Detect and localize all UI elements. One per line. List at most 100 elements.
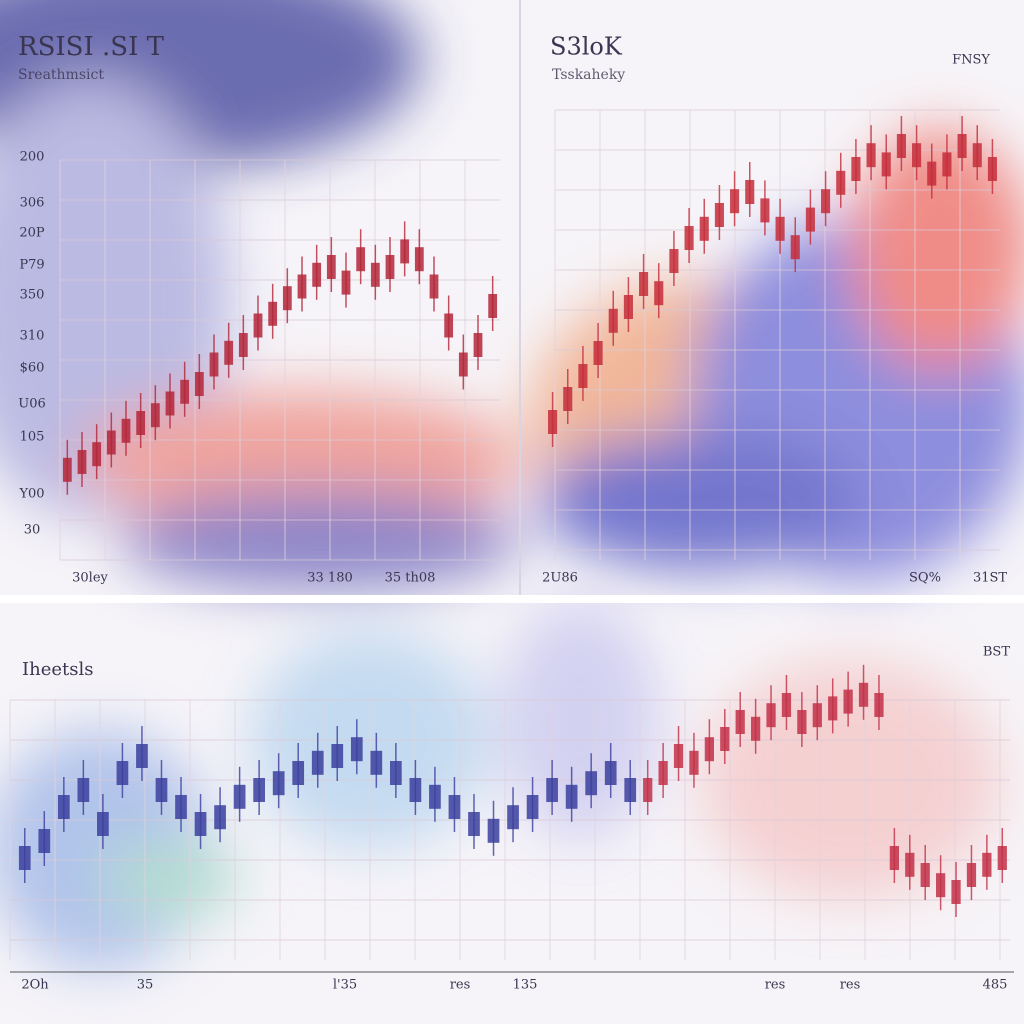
- annotation: FNSY: [952, 53, 990, 68]
- candle-body: [448, 795, 461, 819]
- x-tick-label: SQ%: [909, 571, 941, 586]
- candle-body: [272, 771, 285, 796]
- candle-body: [238, 333, 248, 357]
- candle-body: [429, 784, 441, 809]
- candle-body: [546, 778, 558, 802]
- candle-body: [233, 784, 246, 809]
- candle-body: [526, 795, 539, 819]
- candle-body: [150, 403, 160, 428]
- x-tick-label: res: [450, 978, 471, 993]
- candle-body: [214, 805, 226, 830]
- candle-body: [458, 352, 468, 377]
- candle-body: [390, 761, 402, 785]
- candle-body: [429, 274, 439, 299]
- candle-body: [473, 333, 483, 357]
- candle-body: [97, 812, 109, 836]
- candle-body: [121, 418, 131, 443]
- candle-body: [889, 846, 899, 870]
- candle-body: [253, 313, 263, 338]
- x-tick-label: res: [840, 978, 861, 993]
- candle-body: [106, 430, 116, 455]
- candle-body: [623, 295, 633, 319]
- candle-body: [936, 873, 946, 898]
- candle-body: [444, 313, 454, 338]
- candle-body: [812, 703, 822, 728]
- candle-body: [400, 239, 410, 264]
- candle-body: [370, 750, 383, 775]
- x-tick-label: l'35: [333, 978, 357, 993]
- candle-body: [730, 189, 740, 214]
- candle-body: [194, 812, 207, 836]
- chart-title: S3loK: [550, 33, 623, 61]
- chart-title: RSISI .SI T: [18, 32, 165, 62]
- candle-body: [881, 152, 891, 177]
- candle-body: [311, 750, 324, 775]
- candle-body: [920, 863, 930, 887]
- candle-body: [563, 387, 573, 411]
- candle-body: [987, 157, 997, 181]
- candle-body: [912, 143, 922, 168]
- candle-body: [297, 274, 307, 299]
- x-tick-label: 33 180: [307, 571, 353, 586]
- y-tick-label: U06: [18, 397, 46, 412]
- candle-body: [624, 778, 637, 802]
- x-tick-label: 35: [137, 978, 154, 993]
- candle-body: [858, 682, 869, 707]
- candle-body: [487, 818, 500, 843]
- candle-body: [155, 778, 168, 802]
- candle-body: [77, 450, 87, 474]
- y-tick-label: Y00: [18, 487, 44, 502]
- candle-body: [224, 340, 234, 365]
- candle-body: [805, 207, 815, 232]
- candle-body: [180, 379, 190, 404]
- candle-body: [565, 784, 578, 809]
- candle-body: [507, 805, 519, 830]
- candle-body: [488, 294, 498, 318]
- candle-body: [997, 846, 1007, 870]
- candle-body: [194, 372, 204, 396]
- candle-body: [951, 880, 961, 904]
- candle-body: [136, 411, 146, 435]
- candle-body: [927, 161, 937, 186]
- candle-body: [790, 235, 800, 260]
- candle-body: [585, 771, 598, 796]
- candle-body: [209, 352, 219, 377]
- chart-subtitle: Tsskaheky: [552, 67, 625, 83]
- candle-body: [414, 247, 424, 272]
- candle-body: [866, 143, 876, 168]
- candle-body: [253, 778, 265, 802]
- y-tick-label: 310: [20, 329, 45, 344]
- candle-body: [18, 846, 31, 870]
- chart-title: Iheetsls: [22, 659, 93, 680]
- candle-body: [370, 262, 380, 287]
- candle-body: [760, 198, 770, 223]
- y-tick-label: $60: [20, 361, 45, 376]
- candle-body: [165, 391, 175, 416]
- candle-body: [699, 216, 709, 241]
- candle-body: [385, 255, 395, 279]
- candle-body: [38, 829, 51, 853]
- y-tick-label: 306: [20, 196, 45, 211]
- candle-body: [604, 761, 617, 785]
- candle-body: [874, 693, 884, 717]
- candle-body: [851, 157, 861, 181]
- candle-body: [714, 203, 724, 227]
- candle-body: [175, 795, 187, 819]
- candle-body: [797, 710, 807, 734]
- candle-body: [942, 152, 952, 177]
- candle-body: [77, 778, 90, 802]
- x-tick-label: 31ST: [973, 571, 1007, 586]
- candle-body: [843, 689, 853, 714]
- candle-body: [982, 852, 992, 877]
- candle-body: [350, 737, 363, 762]
- y-tick-label: 105: [20, 430, 45, 445]
- candle-body: [896, 134, 906, 158]
- candle-body: [669, 249, 679, 273]
- candle-body: [341, 270, 351, 295]
- panel-divider: [0, 595, 1024, 603]
- x-tick-label: 135: [513, 978, 538, 993]
- candle-body: [654, 281, 664, 306]
- candle-body: [720, 727, 730, 751]
- candle-body: [643, 778, 653, 802]
